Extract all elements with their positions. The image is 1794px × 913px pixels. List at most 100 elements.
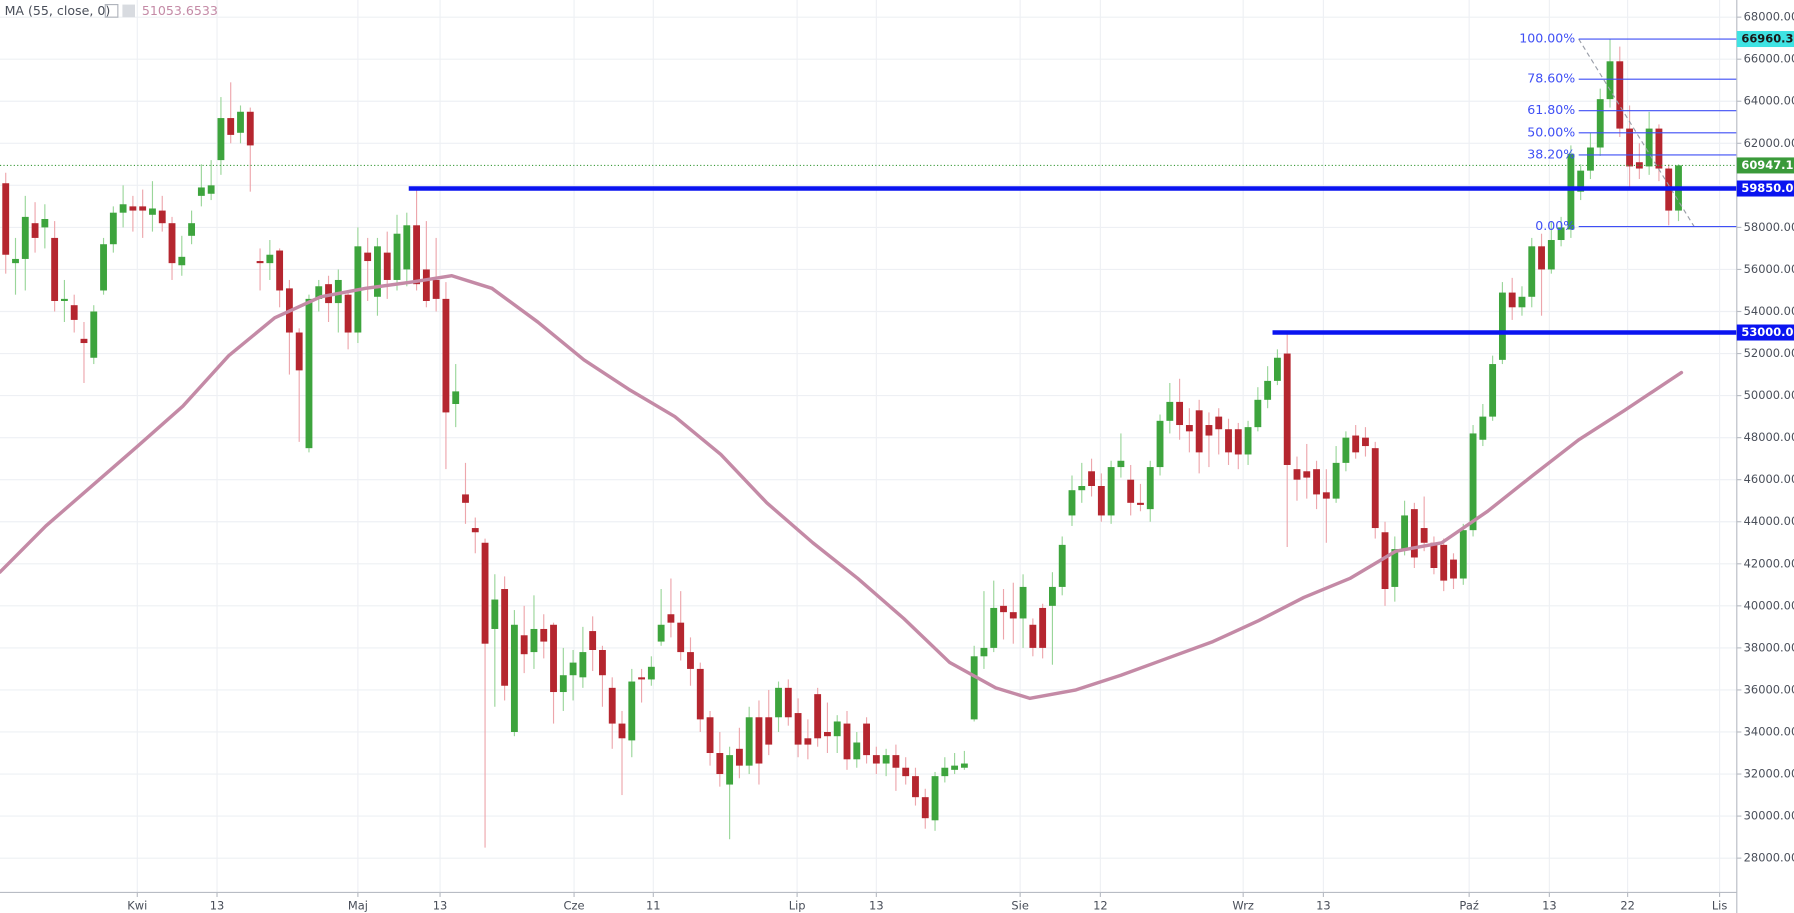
candle-body [1450, 559, 1457, 579]
candle-body [1244, 427, 1252, 455]
candle-body [1469, 433, 1477, 531]
candle-body [1635, 162, 1643, 169]
candle-body [70, 305, 78, 320]
candle-body [1195, 410, 1203, 453]
candle-body [344, 294, 352, 333]
candle-body [393, 233, 401, 280]
y-tick-label: 50000.00 [1744, 388, 1794, 402]
candle-body [315, 286, 323, 299]
candle-body [1097, 486, 1105, 516]
indicator-label: MA (55, close, 0) [5, 3, 111, 18]
indicator-value: 51053.6533 [142, 3, 218, 18]
candle-body [90, 311, 98, 358]
candle-body [1137, 502, 1144, 505]
price-level-box [1736, 180, 1794, 197]
candle-body [334, 279, 342, 304]
candle-body [129, 206, 137, 211]
candle-body [1234, 429, 1242, 455]
candle-body [374, 246, 381, 297]
x-tick-label: 13 [1542, 899, 1557, 913]
candle-body [188, 223, 196, 236]
x-tick-label: 13 [1316, 899, 1331, 913]
candle-body [1000, 605, 1007, 613]
candle-body [1088, 471, 1095, 487]
candle-body [168, 223, 176, 264]
candle-body [305, 298, 313, 449]
candle-body [667, 614, 675, 623]
candle-body [824, 731, 831, 737]
y-tick-label: 58000.00 [1744, 220, 1794, 234]
y-tick-label: 32000.00 [1744, 767, 1794, 781]
candle-body [1391, 549, 1399, 587]
candle-body [1430, 542, 1438, 568]
candle-body [540, 628, 548, 642]
candle-body [872, 755, 880, 764]
y-tick-label: 56000.00 [1744, 262, 1794, 276]
fib-level-label: 50.00% [1527, 124, 1575, 139]
candle-body [1322, 492, 1330, 499]
y-tick-label: 28000.00 [1744, 851, 1794, 865]
candle-body [100, 244, 107, 291]
candle-body [1587, 147, 1594, 171]
candle-body [217, 118, 225, 161]
candle-body [804, 738, 812, 745]
candle-body [442, 298, 450, 413]
candle-body [41, 218, 49, 228]
candle-body [1557, 227, 1565, 241]
candle-body [1117, 460, 1125, 468]
legend: MA (55, close, 0) 51053.6533 [5, 3, 218, 18]
last-price-label: 60947.10 [1741, 158, 1794, 172]
candle-body [833, 721, 841, 737]
candle-body [452, 391, 460, 405]
candle-body [1371, 448, 1379, 529]
price-level-label: 53000.00 [1741, 325, 1794, 339]
x-tick-label: Paź [1459, 899, 1478, 913]
candle-body [432, 279, 440, 299]
candle-body [1283, 353, 1291, 465]
candle-body [951, 765, 959, 770]
candle-body [1029, 624, 1037, 648]
candle-body [1420, 528, 1428, 543]
x-tick-label: Lip [789, 899, 806, 913]
fib-level-label: 0.00% [1535, 218, 1575, 233]
x-tick-label: Cze [564, 899, 585, 913]
candle-body [608, 687, 616, 724]
y-tick-label: 36000.00 [1744, 682, 1794, 696]
candle-body [1303, 471, 1311, 478]
candle-body [1362, 437, 1369, 447]
candle-body [1567, 153, 1575, 230]
y-tick-label: 44000.00 [1744, 514, 1794, 528]
candle-body [628, 681, 636, 741]
candle-body [745, 717, 753, 766]
candle-body [970, 656, 978, 720]
fib-level-label: 38.20% [1527, 146, 1575, 161]
price-level-box [1736, 324, 1794, 341]
candle-body [589, 631, 597, 650]
candle-body [51, 237, 59, 301]
candle-body [207, 185, 215, 194]
candle-body [960, 763, 968, 768]
candle-body [1410, 509, 1418, 558]
candle-body [657, 624, 665, 642]
candle-body [2, 183, 10, 255]
candle-body [1440, 544, 1448, 581]
x-tick-label: Lis [1712, 899, 1728, 913]
candle-body [716, 753, 724, 775]
candle-body [1254, 399, 1262, 428]
candle-body [726, 755, 734, 785]
candle-body [1626, 128, 1634, 167]
candle-body [1655, 128, 1663, 169]
candle-body [1498, 292, 1506, 360]
settings-icon[interactable] [104, 4, 119, 18]
candle-body [1518, 296, 1526, 308]
candle-body [481, 542, 489, 644]
close-icon[interactable] [122, 4, 136, 18]
candle-body [510, 624, 518, 732]
candle-body [1293, 469, 1301, 480]
candle-body [1342, 437, 1350, 463]
candle-body [990, 607, 998, 648]
x-tick-label: 11 [646, 899, 661, 913]
candle-body [853, 742, 861, 760]
candle-body [295, 332, 303, 371]
